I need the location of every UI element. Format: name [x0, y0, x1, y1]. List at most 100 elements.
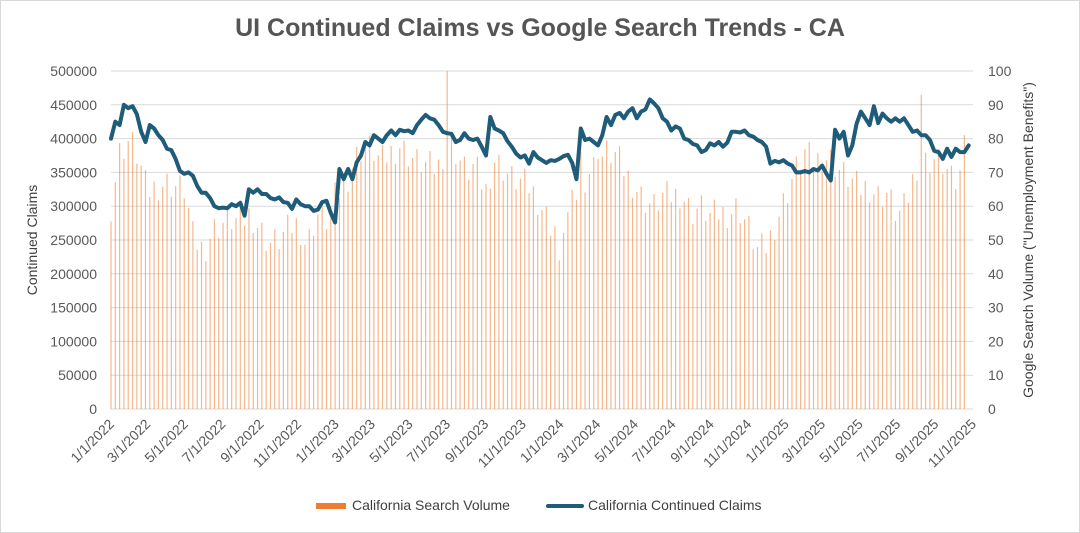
- search-volume-bar: [213, 219, 216, 409]
- search-volume-bar: [890, 189, 892, 409]
- search-volume-bar: [252, 233, 254, 409]
- search-volume-bar: [618, 146, 621, 409]
- search-volume-bar: [136, 163, 138, 409]
- search-volume-bar: [700, 195, 703, 409]
- search-volume-bar: [946, 168, 948, 409]
- y2-tick-label: 60: [988, 198, 1004, 214]
- search-volume-bar: [597, 158, 599, 409]
- y2-tick-label: 20: [988, 333, 1004, 349]
- continued-claims-line: [109, 97, 971, 225]
- search-volume-bar: [778, 216, 780, 409]
- search-volume-bar: [800, 169, 802, 409]
- search-volume-bar: [162, 186, 164, 409]
- search-volume-bar: [511, 166, 513, 409]
- search-volume-bar: [623, 176, 625, 409]
- search-volume-bar: [920, 94, 922, 409]
- search-volume-bar: [459, 160, 461, 409]
- search-volume-bar: [955, 189, 957, 409]
- search-volume-bar: [644, 212, 647, 409]
- search-volume-bar: [903, 193, 905, 409]
- legend-label-search-volume: California Search Volume: [352, 497, 510, 513]
- search-volume-bar: [545, 206, 547, 409]
- search-volume-bar: [119, 142, 121, 409]
- search-volume-bar: [244, 225, 246, 409]
- search-volume-bar: [278, 249, 280, 409]
- search-volume-bar: [450, 137, 453, 409]
- search-volume-bar: [437, 159, 440, 409]
- search-volume-bar: [489, 188, 491, 409]
- search-volume-bar: [537, 215, 539, 409]
- search-volume-bar: [377, 155, 379, 409]
- search-volume-bar: [847, 186, 849, 409]
- search-volume-bar: [912, 173, 914, 409]
- search-volume-bar: [907, 202, 909, 409]
- search-volume-bar: [761, 233, 763, 409]
- search-volume-bar: [493, 162, 496, 409]
- y2-tick-label: 100: [988, 63, 1012, 79]
- search-volume-bar: [476, 156, 478, 409]
- search-volume-bar: [468, 179, 470, 409]
- y2-tick-label: 70: [988, 164, 1004, 180]
- search-volume-bar: [640, 186, 642, 409]
- search-volume-bar: [937, 149, 940, 409]
- search-volume-bar: [502, 180, 504, 409]
- search-volume-bar: [567, 212, 569, 409]
- search-volume-bar: [304, 244, 306, 409]
- y-tick-label: 200000: [50, 266, 97, 282]
- y2-tick-label: 10: [988, 367, 1004, 383]
- search-volume-bar: [726, 228, 728, 409]
- search-volume-bar: [627, 170, 629, 409]
- y-tick-label: 450000: [50, 97, 97, 113]
- search-volume-bar: [506, 173, 509, 409]
- search-volume-bar: [675, 188, 677, 409]
- search-volume-bar: [317, 214, 319, 409]
- search-volume-bar: [756, 246, 759, 409]
- y2-tick-label: 40: [988, 266, 1004, 282]
- search-volume-bar: [718, 219, 720, 409]
- search-volume-bar: [748, 216, 750, 409]
- search-volume-bar: [877, 186, 879, 409]
- search-volume-bar: [657, 210, 659, 409]
- y-tick-label: 400000: [50, 131, 97, 147]
- search-volume-bar: [812, 168, 815, 409]
- search-volume-bar: [739, 223, 741, 409]
- search-volume-bar: [873, 194, 875, 409]
- search-volume-bar: [110, 221, 112, 409]
- search-volume-bar: [933, 159, 935, 409]
- search-volume-bar: [550, 235, 552, 409]
- search-volume-bar: [528, 193, 530, 409]
- search-volume-bar: [386, 162, 388, 409]
- search-volume-bar: [804, 149, 806, 409]
- search-volume-bar: [881, 206, 884, 409]
- search-volume-bar: [588, 174, 591, 409]
- search-volume-bar: [123, 158, 125, 409]
- search-volume-bar: [554, 226, 556, 409]
- search-volume-bar: [515, 189, 517, 409]
- search-volume-bar: [541, 210, 543, 409]
- search-volume-bar: [235, 218, 237, 409]
- search-volume-bar: [666, 180, 668, 409]
- search-volume-bar: [187, 207, 190, 409]
- search-volume-bar: [532, 186, 534, 409]
- y2-tick-label: 90: [988, 97, 1004, 113]
- search-volume-bar: [334, 182, 336, 409]
- search-volume-bar: [769, 230, 772, 409]
- search-volume-bar: [200, 241, 203, 409]
- search-volume-bar: [407, 166, 409, 409]
- search-volume-bar: [584, 192, 586, 409]
- y-tick-label: 0: [89, 401, 97, 417]
- search-volume-bar: [606, 140, 608, 409]
- y-tick-label: 50000: [58, 367, 97, 383]
- search-volume-bar: [446, 71, 448, 409]
- search-volume-bar: [274, 229, 276, 409]
- search-volume-bar: [218, 237, 220, 409]
- search-volume-bar: [455, 164, 457, 409]
- search-volume-bar: [782, 193, 784, 409]
- search-volume-bar: [330, 205, 332, 409]
- search-volume-bar: [196, 249, 198, 409]
- search-volume-bar: [696, 208, 698, 409]
- y2-tick-label: 0: [988, 401, 996, 417]
- search-volume-bar: [765, 253, 767, 409]
- search-volume-bar: [256, 227, 259, 409]
- search-volume-bar: [269, 242, 272, 409]
